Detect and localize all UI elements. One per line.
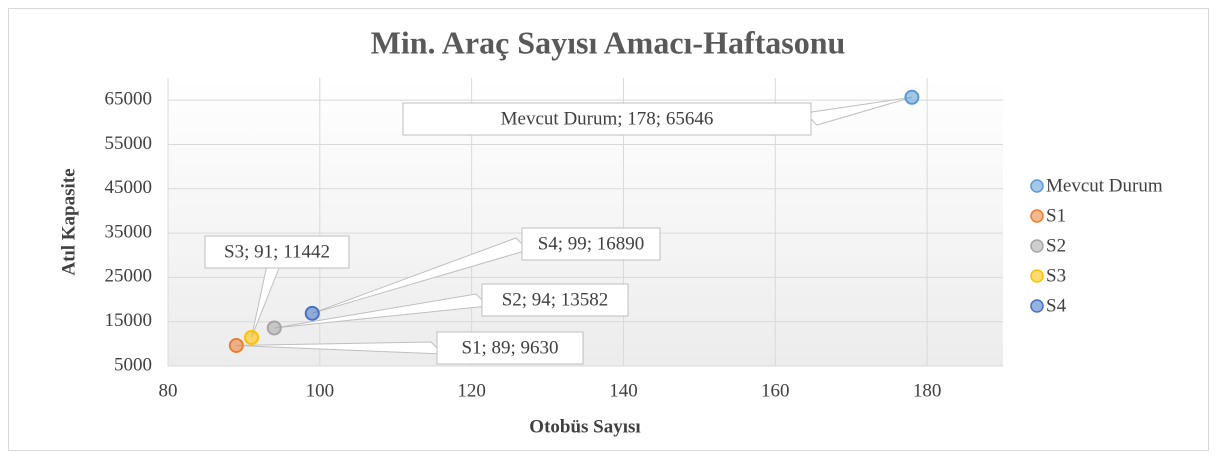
x-axis-title: Otobüs Sayısı — [529, 416, 640, 437]
data-label: S3; 91; 11442 — [224, 241, 330, 262]
legend-label: S2 — [1046, 235, 1066, 256]
point — [244, 329, 259, 345]
x-tick-label: 100 — [306, 380, 335, 401]
data-label: S2; 94; 13582 — [502, 289, 609, 310]
y-tick-label: 55000 — [105, 133, 153, 154]
y-axis-title: Atıl Kapasite — [58, 168, 79, 275]
point — [904, 89, 920, 105]
x-tick-label: 160 — [761, 380, 790, 401]
label-box — [204, 235, 350, 269]
legend-label: S1 — [1046, 205, 1066, 226]
x-tick-label: 140 — [609, 380, 638, 401]
y-tick-label: 35000 — [105, 221, 153, 242]
legend-marker — [1030, 299, 1044, 313]
legend-marker — [1030, 209, 1044, 223]
chart-title: Min. Araç Sayısı Amacı-Haftasonu — [371, 24, 846, 60]
label-box — [481, 283, 629, 317]
y-tick-label: 15000 — [105, 310, 153, 331]
label-box — [402, 102, 812, 136]
data-label: Mevcut Durum; 178; 65646 — [501, 108, 714, 129]
data-label: S4; 99; 16890 — [538, 233, 645, 254]
legend-label: Mevcut Durum — [1046, 175, 1163, 196]
label-box — [521, 227, 661, 261]
y-tick-label: 25000 — [105, 266, 153, 287]
point — [266, 320, 282, 336]
label-box — [436, 331, 584, 365]
legend-marker — [1030, 269, 1044, 283]
legend-marker — [1030, 239, 1044, 253]
legend-label: S4 — [1046, 295, 1067, 316]
y-tick-label: 5000 — [114, 354, 152, 375]
x-tick-label: 80 — [159, 380, 178, 401]
legend-marker — [1030, 179, 1044, 193]
y-tick-label: 45000 — [105, 177, 153, 198]
legend-label: S3 — [1046, 265, 1066, 286]
x-tick-label: 120 — [457, 380, 486, 401]
data-label: S1; 89; 9630 — [461, 337, 558, 358]
y-tick-label: 65000 — [105, 89, 153, 110]
point — [228, 337, 244, 353]
x-tick-label: 180 — [913, 380, 942, 401]
point — [304, 305, 320, 321]
